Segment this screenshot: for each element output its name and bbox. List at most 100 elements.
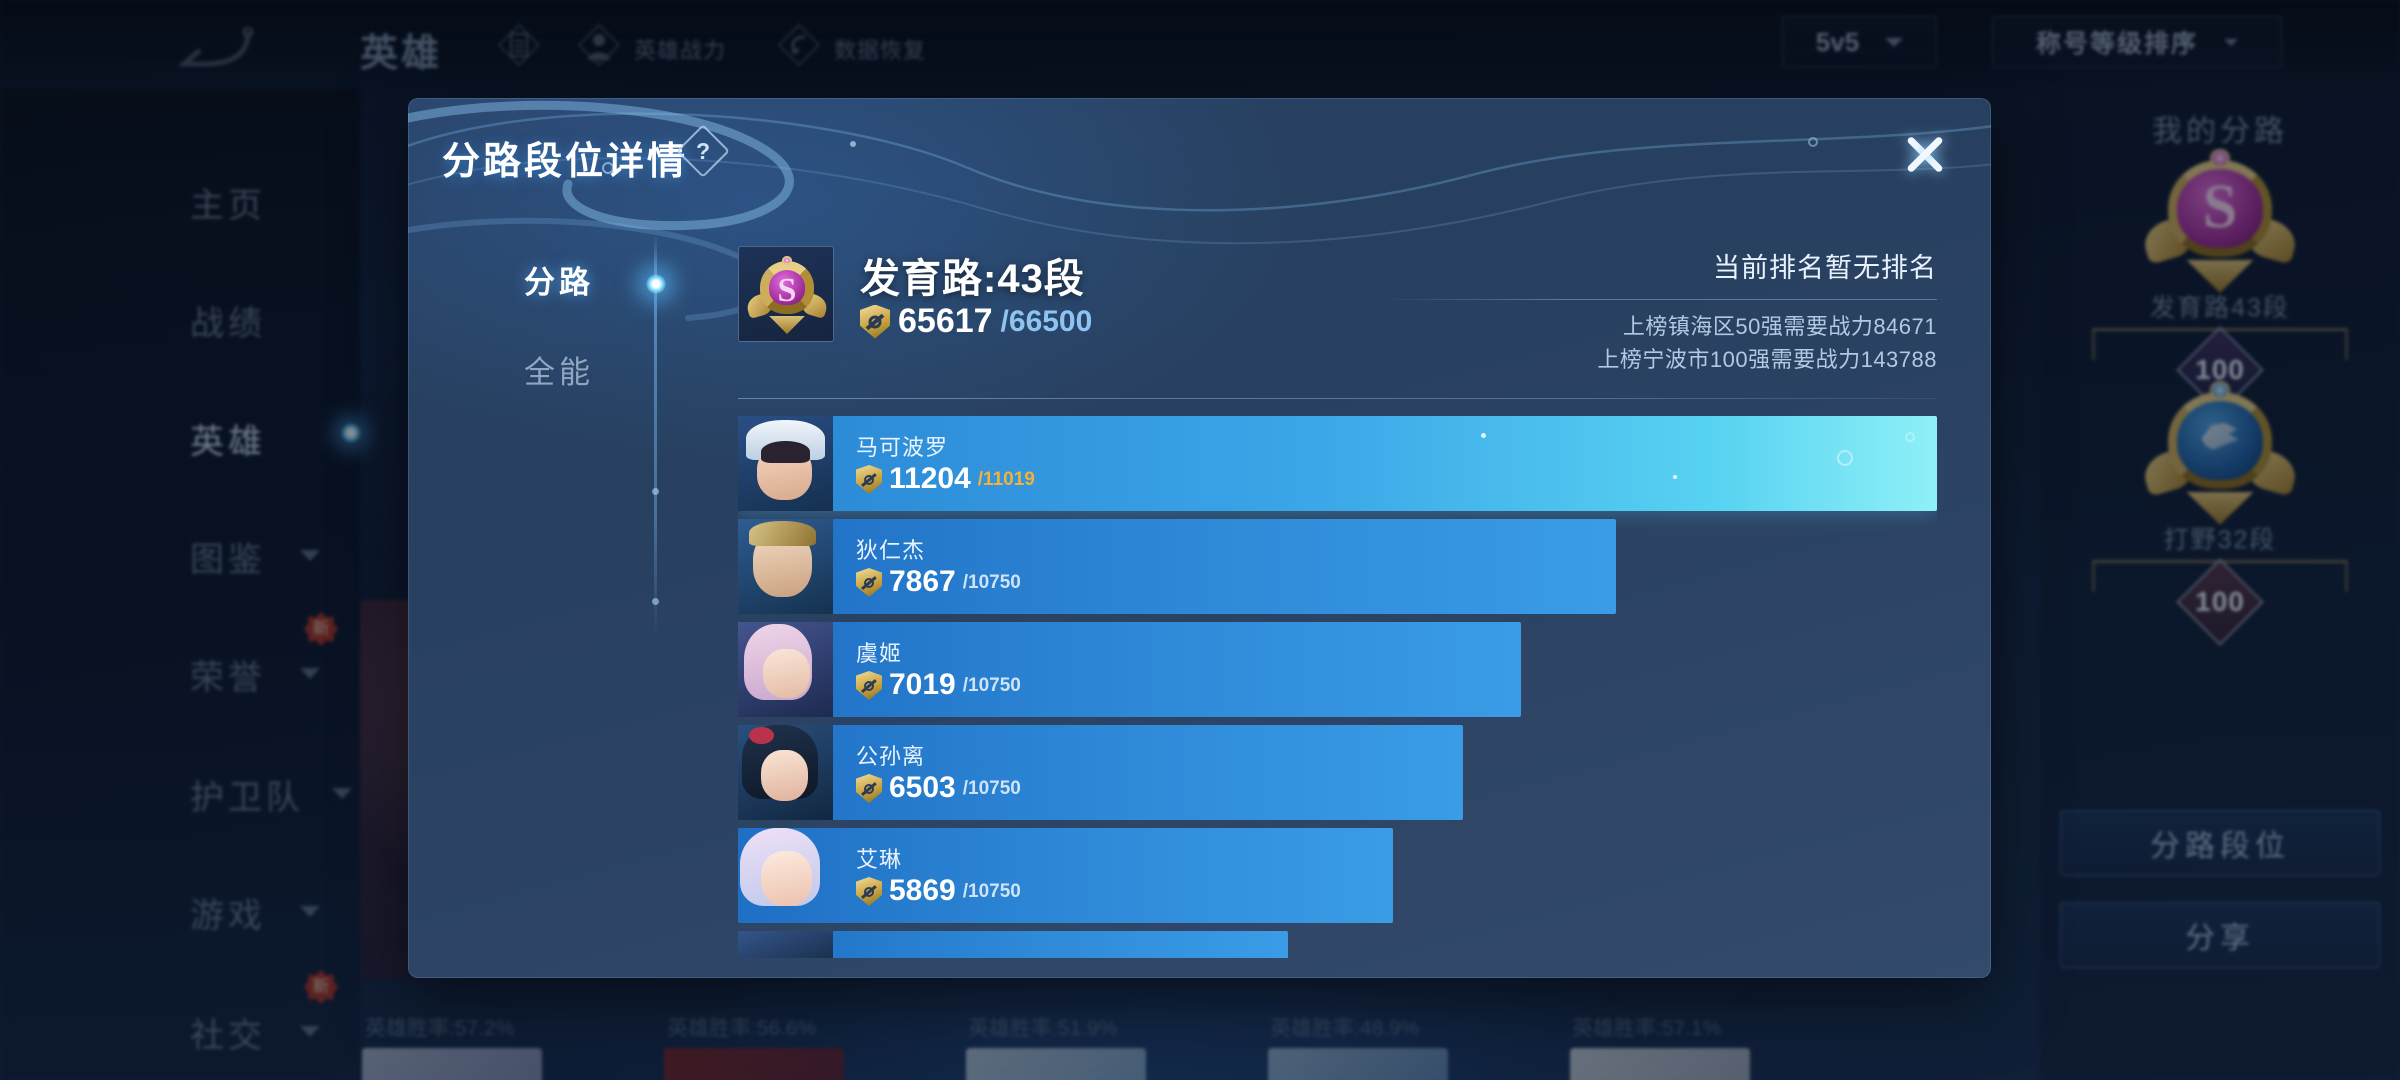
sparkle bbox=[1673, 474, 1678, 479]
list-icon[interactable] bbox=[498, 24, 540, 66]
sort-select[interactable]: 称号等级排序 bbox=[1992, 16, 2282, 68]
hero-name: 狄仁杰 bbox=[856, 538, 926, 563]
chevron-down-icon bbox=[1885, 37, 1904, 47]
hero-name: 公孙离 bbox=[856, 744, 926, 769]
tab-allround-label: 全能 bbox=[524, 354, 594, 390]
hero-name: 艾琳 bbox=[856, 847, 903, 872]
lane-rank-title: 发育路:43段 bbox=[860, 257, 1085, 301]
skin-thumbnail[interactable] bbox=[362, 1048, 542, 1080]
ranking-requirement-line: 上榜镇海区50强需要战力84671 bbox=[1622, 314, 1937, 339]
hero-power-label[interactable]: 英雄战力 bbox=[634, 38, 727, 63]
tab-lane[interactable]: 分路 bbox=[524, 264, 594, 300]
skin-thumbnail[interactable]: 限定 bbox=[1268, 1048, 1448, 1080]
ring-decoration bbox=[1837, 450, 1853, 466]
tab-rail bbox=[654, 234, 657, 638]
hero-winrate-label: 英雄胜率:51.9% bbox=[968, 1017, 1118, 1040]
hero-power-current: 11204 bbox=[889, 462, 971, 495]
chevron-down-icon[interactable] bbox=[332, 788, 352, 799]
hero-power-current: 7867 bbox=[889, 565, 956, 598]
hero-power-bar bbox=[738, 622, 1521, 717]
sidebar-item-home[interactable]: 主页 bbox=[190, 187, 266, 225]
hero-portrait bbox=[738, 519, 833, 614]
divider bbox=[1377, 299, 1937, 300]
sidebar-item-codex[interactable]: 图鉴 bbox=[190, 541, 266, 579]
hero-portrait bbox=[738, 416, 833, 511]
section-divider bbox=[738, 398, 1937, 399]
battle-power-shield-icon bbox=[856, 774, 882, 803]
chevron-down-icon[interactable] bbox=[300, 906, 320, 917]
hero-power-current: 5869 bbox=[889, 874, 956, 907]
ranking-requirement-line: 上榜宁波市100强需要战力143788 bbox=[1597, 347, 1937, 372]
restore-icon[interactable] bbox=[778, 24, 820, 66]
new-badge: 新 bbox=[304, 970, 338, 1004]
share-button[interactable]: 分享 bbox=[2060, 902, 2380, 968]
hero-power-text: 马可波罗 11204 /11019 bbox=[856, 430, 1035, 494]
hero-power-bar bbox=[738, 725, 1464, 820]
battle-power-row: 65617 /66500 bbox=[860, 302, 1092, 341]
hero-power-row[interactable]: 马可波罗 11204 /11019 bbox=[738, 416, 1937, 511]
skin-thumbnail[interactable] bbox=[1570, 1048, 1750, 1080]
hero-power-max: /10750 bbox=[962, 880, 1021, 902]
hero-power-text: 虞姬 7019 /10750 bbox=[856, 636, 1021, 700]
sort-select-value: 称号等级排序 bbox=[2035, 30, 2198, 58]
lane-rank-button[interactable]: 分路段位 bbox=[2060, 810, 2380, 876]
mode-select[interactable]: 5v5 bbox=[1782, 16, 1937, 68]
dragon-rank-emblem bbox=[2139, 381, 2301, 525]
skin-thumbnail[interactable]: 限定 bbox=[966, 1048, 1146, 1080]
level-badge-number: 100 bbox=[2195, 354, 2245, 385]
hero-portrait bbox=[738, 622, 833, 717]
battle-power-shield-icon bbox=[856, 877, 882, 906]
lane-rank-button-label: 分路段位 bbox=[2150, 830, 2290, 863]
skin-thumbnail[interactable] bbox=[664, 1048, 844, 1080]
tab-rail-node bbox=[652, 598, 659, 605]
mode-select-value: 5v5 bbox=[1815, 26, 1860, 57]
sidebar-item-heroes[interactable]: 英雄 bbox=[190, 423, 266, 461]
dialog-title: 分路段位详情 bbox=[442, 141, 689, 183]
tab-allround[interactable]: 全能 bbox=[464, 338, 654, 400]
s-rank-emblem: S bbox=[2139, 149, 2301, 293]
sidebar-item-records[interactable]: 战绩 bbox=[190, 305, 266, 343]
hero-power-max: /10750 bbox=[962, 571, 1021, 593]
hero-power-text: 狄仁杰 7867 /10750 bbox=[856, 533, 1021, 597]
hero-power-bar bbox=[738, 519, 1616, 614]
hero-power-row-partial[interactable] bbox=[738, 931, 1937, 958]
battle-power-max: /66500 bbox=[1000, 304, 1093, 338]
hero-power-max: /10750 bbox=[962, 674, 1021, 696]
hero-power-max: /10750 bbox=[962, 777, 1021, 799]
sidebar-item-guard-team[interactable]: 护卫队 bbox=[190, 779, 304, 817]
sidebar-item-social[interactable]: 社交 bbox=[190, 1017, 266, 1055]
hero-power-row[interactable]: 狄仁杰 7867 /10750 bbox=[738, 519, 1937, 614]
ranking-info: 当前排名暂无排名 上榜镇海区50强需要战力84671 上榜宁波市100强需要战力… bbox=[1377, 246, 1937, 376]
sparkle bbox=[1481, 433, 1487, 439]
hero-power-row[interactable]: 公孙离 6503 /10750 bbox=[738, 725, 1937, 820]
hero-power-current: 7019 bbox=[889, 668, 956, 701]
hero-power-row[interactable]: 虞姬 7019 /10750 bbox=[738, 622, 1937, 717]
hero-power-bar-list[interactable]: 马可波罗 11204 /11019 bbox=[738, 416, 1937, 958]
chevron-down-icon[interactable] bbox=[300, 668, 320, 679]
hero-power-text: 公孙离 6503 /10750 bbox=[856, 739, 1021, 803]
hero-power-bar bbox=[738, 828, 1393, 923]
back-arrow-icon[interactable] bbox=[178, 26, 254, 70]
share-button-label: 分享 bbox=[2185, 922, 2255, 955]
chevron-down-icon[interactable] bbox=[300, 550, 320, 561]
tab-rail-node bbox=[652, 488, 659, 495]
rank-emblem-tile: S bbox=[738, 246, 834, 342]
data-restore-label[interactable]: 数据恢复 bbox=[834, 38, 927, 63]
hero-power-row[interactable]: 艾琳 5869 /10750 bbox=[738, 828, 1937, 923]
hero-portrait bbox=[738, 725, 833, 820]
level-badge: 100 bbox=[2169, 326, 2271, 414]
battle-power-current: 65617 bbox=[898, 302, 993, 340]
sidebar-item-games[interactable]: 游戏 bbox=[190, 897, 266, 935]
s-rank-emblem: S bbox=[744, 255, 830, 334]
right-panel-title: 我的分路 bbox=[2152, 115, 2288, 148]
hero-icon[interactable] bbox=[578, 24, 620, 66]
sidebar-item-honor[interactable]: 荣誉 bbox=[190, 659, 266, 697]
chevron-down-icon[interactable] bbox=[300, 1026, 320, 1037]
hero-name: 虞姬 bbox=[856, 641, 903, 666]
new-badge: 新 bbox=[304, 612, 338, 646]
left-sidebar: 主页 战绩 英雄 图鉴 荣誉 新 护卫队 游戏 社交 新 bbox=[0, 88, 362, 1080]
close-icon[interactable] bbox=[1893, 122, 1957, 186]
battle-power-shield-icon bbox=[860, 304, 890, 339]
sidebar-active-indicator bbox=[340, 422, 362, 444]
hero-power-max: /11019 bbox=[977, 468, 1035, 490]
